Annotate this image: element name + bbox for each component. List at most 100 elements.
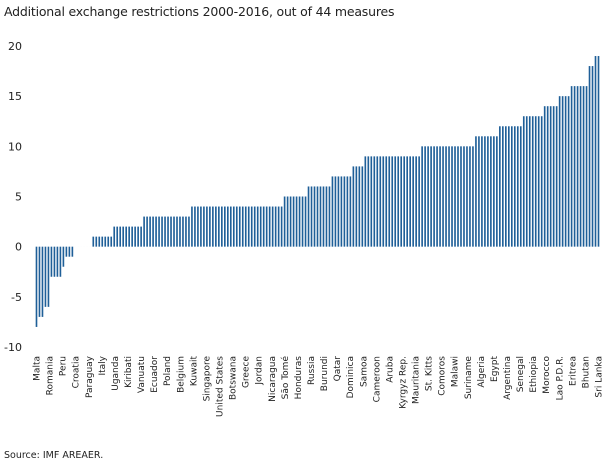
bar: [388, 156, 391, 247]
bar: [439, 146, 441, 247]
bar: [382, 156, 385, 247]
bar: [227, 206, 229, 247]
bar: [487, 136, 489, 247]
x-tick-label: Kuwait: [189, 356, 199, 387]
bar: [361, 166, 364, 247]
bar: [364, 156, 367, 247]
bar: [552, 106, 555, 247]
bar: [212, 206, 214, 247]
bar: [292, 196, 295, 247]
bar: [475, 136, 477, 247]
x-tick-label: Belgium: [176, 356, 186, 393]
bar: [502, 126, 504, 247]
bar: [531, 116, 534, 247]
bar: [585, 86, 588, 247]
bar: [493, 136, 495, 247]
x-tick-label: Malta: [32, 356, 42, 381]
x-tick-label: Nicaragua: [268, 356, 278, 402]
x-tick-label: Comoros: [438, 356, 448, 396]
bar: [140, 226, 142, 247]
x-tick-label: Malawi: [451, 356, 461, 387]
bar: [466, 146, 468, 247]
bar: [235, 206, 238, 247]
y-tick-label: 5: [15, 191, 22, 204]
bar: [358, 166, 361, 247]
bar: [98, 236, 101, 247]
x-tick-label: Kiribati: [124, 356, 134, 388]
bar: [92, 236, 95, 247]
bar: [194, 206, 196, 247]
bar: [525, 116, 528, 247]
bar: [301, 196, 304, 247]
bar: [176, 216, 178, 247]
x-tick-label: Kyrgyz Rep.: [398, 356, 408, 409]
bar: [307, 186, 310, 247]
x-tick-label: Ethiopia: [529, 356, 539, 393]
bar: [370, 156, 373, 247]
x-tick-label: Aruba: [385, 356, 395, 383]
bar: [490, 136, 492, 247]
bar: [286, 196, 289, 247]
bar: [161, 216, 163, 247]
bar: [206, 206, 208, 247]
bar: [256, 206, 259, 247]
bar: [460, 146, 462, 247]
bar: [298, 196, 301, 247]
bar: [555, 106, 558, 247]
bar: [519, 126, 522, 247]
x-tick-label: United States: [215, 356, 225, 417]
bar: [185, 216, 187, 247]
x-tick-label: Jordan: [255, 356, 265, 386]
x-tick-label: Italy: [98, 355, 108, 375]
x-tick-label: Sri Lanka: [595, 356, 605, 398]
bar: [116, 226, 119, 247]
bar: [451, 146, 453, 247]
bar: [508, 126, 510, 247]
bar: [421, 146, 423, 247]
x-tick-label: Greece: [242, 356, 252, 388]
bar: [128, 226, 130, 247]
bar: [271, 206, 274, 247]
y-tick-label: 10: [8, 140, 22, 153]
bar: [232, 206, 235, 247]
bar: [457, 146, 459, 247]
bar: [528, 116, 531, 247]
bar: [427, 146, 429, 247]
bar: [346, 176, 349, 247]
y-tick-label: 0: [15, 241, 22, 254]
bar: [328, 186, 331, 247]
bar: [95, 236, 98, 247]
bar: [513, 126, 516, 247]
x-tick-label: Qatar: [333, 356, 343, 382]
bar: [534, 116, 537, 247]
bar: [262, 206, 265, 247]
x-tick-label: Burundi: [320, 356, 330, 391]
bar: [200, 206, 202, 247]
bar: [259, 206, 262, 247]
bar: [543, 106, 546, 247]
x-tick-label: Eritrea: [568, 356, 578, 386]
bar: [433, 146, 435, 247]
bar: [62, 246, 65, 267]
bar: [385, 156, 388, 247]
x-tick-label: Botswana: [229, 356, 239, 400]
x-tick-label: Peru: [59, 356, 69, 376]
bar: [316, 186, 319, 247]
bar: [436, 146, 438, 247]
x-tick-label: Ecuador: [150, 356, 160, 393]
chart-title: Additional exchange restrictions 2000-20…: [4, 4, 395, 19]
bar: [247, 206, 250, 247]
bar: [430, 146, 432, 247]
bar: [71, 246, 74, 257]
bar: [537, 116, 540, 247]
bar: [170, 216, 172, 247]
bar: [400, 156, 403, 247]
bar: [516, 126, 519, 247]
bar: [59, 246, 62, 277]
bar: [415, 156, 417, 247]
y-tick-label: -5: [11, 291, 22, 304]
bar: [352, 166, 355, 247]
bar: [113, 226, 116, 247]
bar: [131, 226, 133, 247]
